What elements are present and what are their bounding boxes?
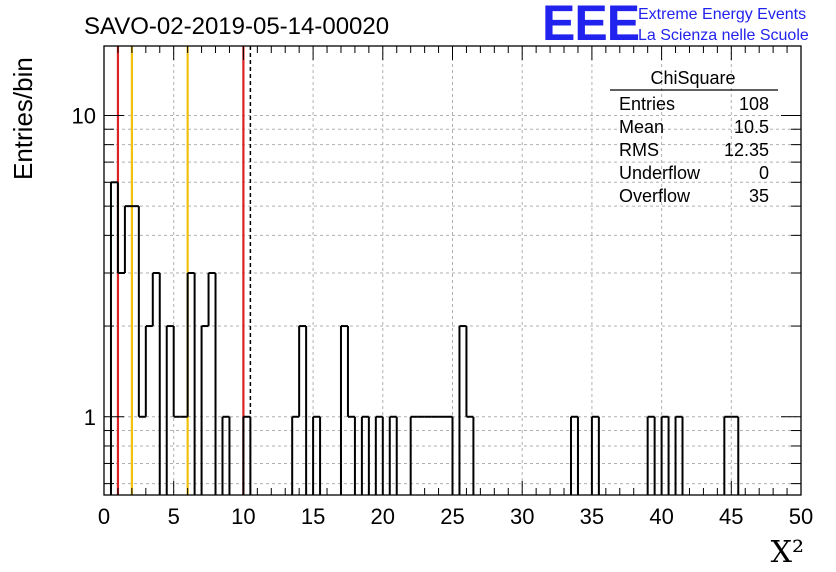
x-tick-label: 25 [440, 504, 464, 529]
stats-row-label: Mean [619, 117, 664, 137]
logo-mark: EEE [542, 0, 639, 51]
y-axis-label: Entries/bin [8, 57, 38, 180]
plot-frame [103, 45, 802, 496]
x-axis-label: X² [771, 535, 804, 570]
x-tick-label: 20 [371, 504, 395, 529]
x-tick-label: 40 [649, 504, 673, 529]
stats-row-label: RMS [619, 140, 659, 160]
x-tick-label: 0 [98, 504, 110, 529]
stats-row-value: 0 [759, 163, 769, 183]
stats-row-value: 12.35 [724, 140, 769, 160]
x-tick-label: 35 [580, 504, 604, 529]
stats-row-label: Entries [619, 94, 675, 114]
logo-line-2: La Scienza nelle Scuole [638, 27, 809, 44]
x-tick-label: 5 [168, 504, 180, 529]
stats-row-value: 108 [739, 94, 769, 114]
histogram-bars [109, 181, 740, 495]
stats-box: ChiSquare Entries 108 Mean 10.5 RMS 12.35 Unde… [610, 68, 778, 206]
x-tick-label: 50 [789, 504, 813, 529]
axes: 0 5 10 15 20 25 30 35 40 45 50 1 10 [72, 46, 813, 529]
run-title: SAVO-02-2019-05-14-00020 [84, 13, 389, 40]
y-tick-label: 10 [72, 103, 96, 128]
x-tick-label: 30 [510, 504, 534, 529]
x-tick-label: 45 [719, 504, 743, 529]
x-tick-label: 10 [231, 504, 255, 529]
stats-row-label: Underflow [619, 163, 701, 183]
eee-logo: EEE Extreme Energy Events La Scienza nel… [542, 0, 809, 51]
y-tick-label: 1 [84, 405, 96, 430]
stats-row-value: 10.5 [734, 117, 769, 137]
stats-row-label: Overflow [619, 186, 691, 206]
logo-line-1: Extreme Energy Events [638, 6, 806, 23]
stats-box-name: ChiSquare [650, 68, 735, 88]
stats-row-value: 35 [749, 186, 769, 206]
x-tick-label: 15 [301, 504, 325, 529]
